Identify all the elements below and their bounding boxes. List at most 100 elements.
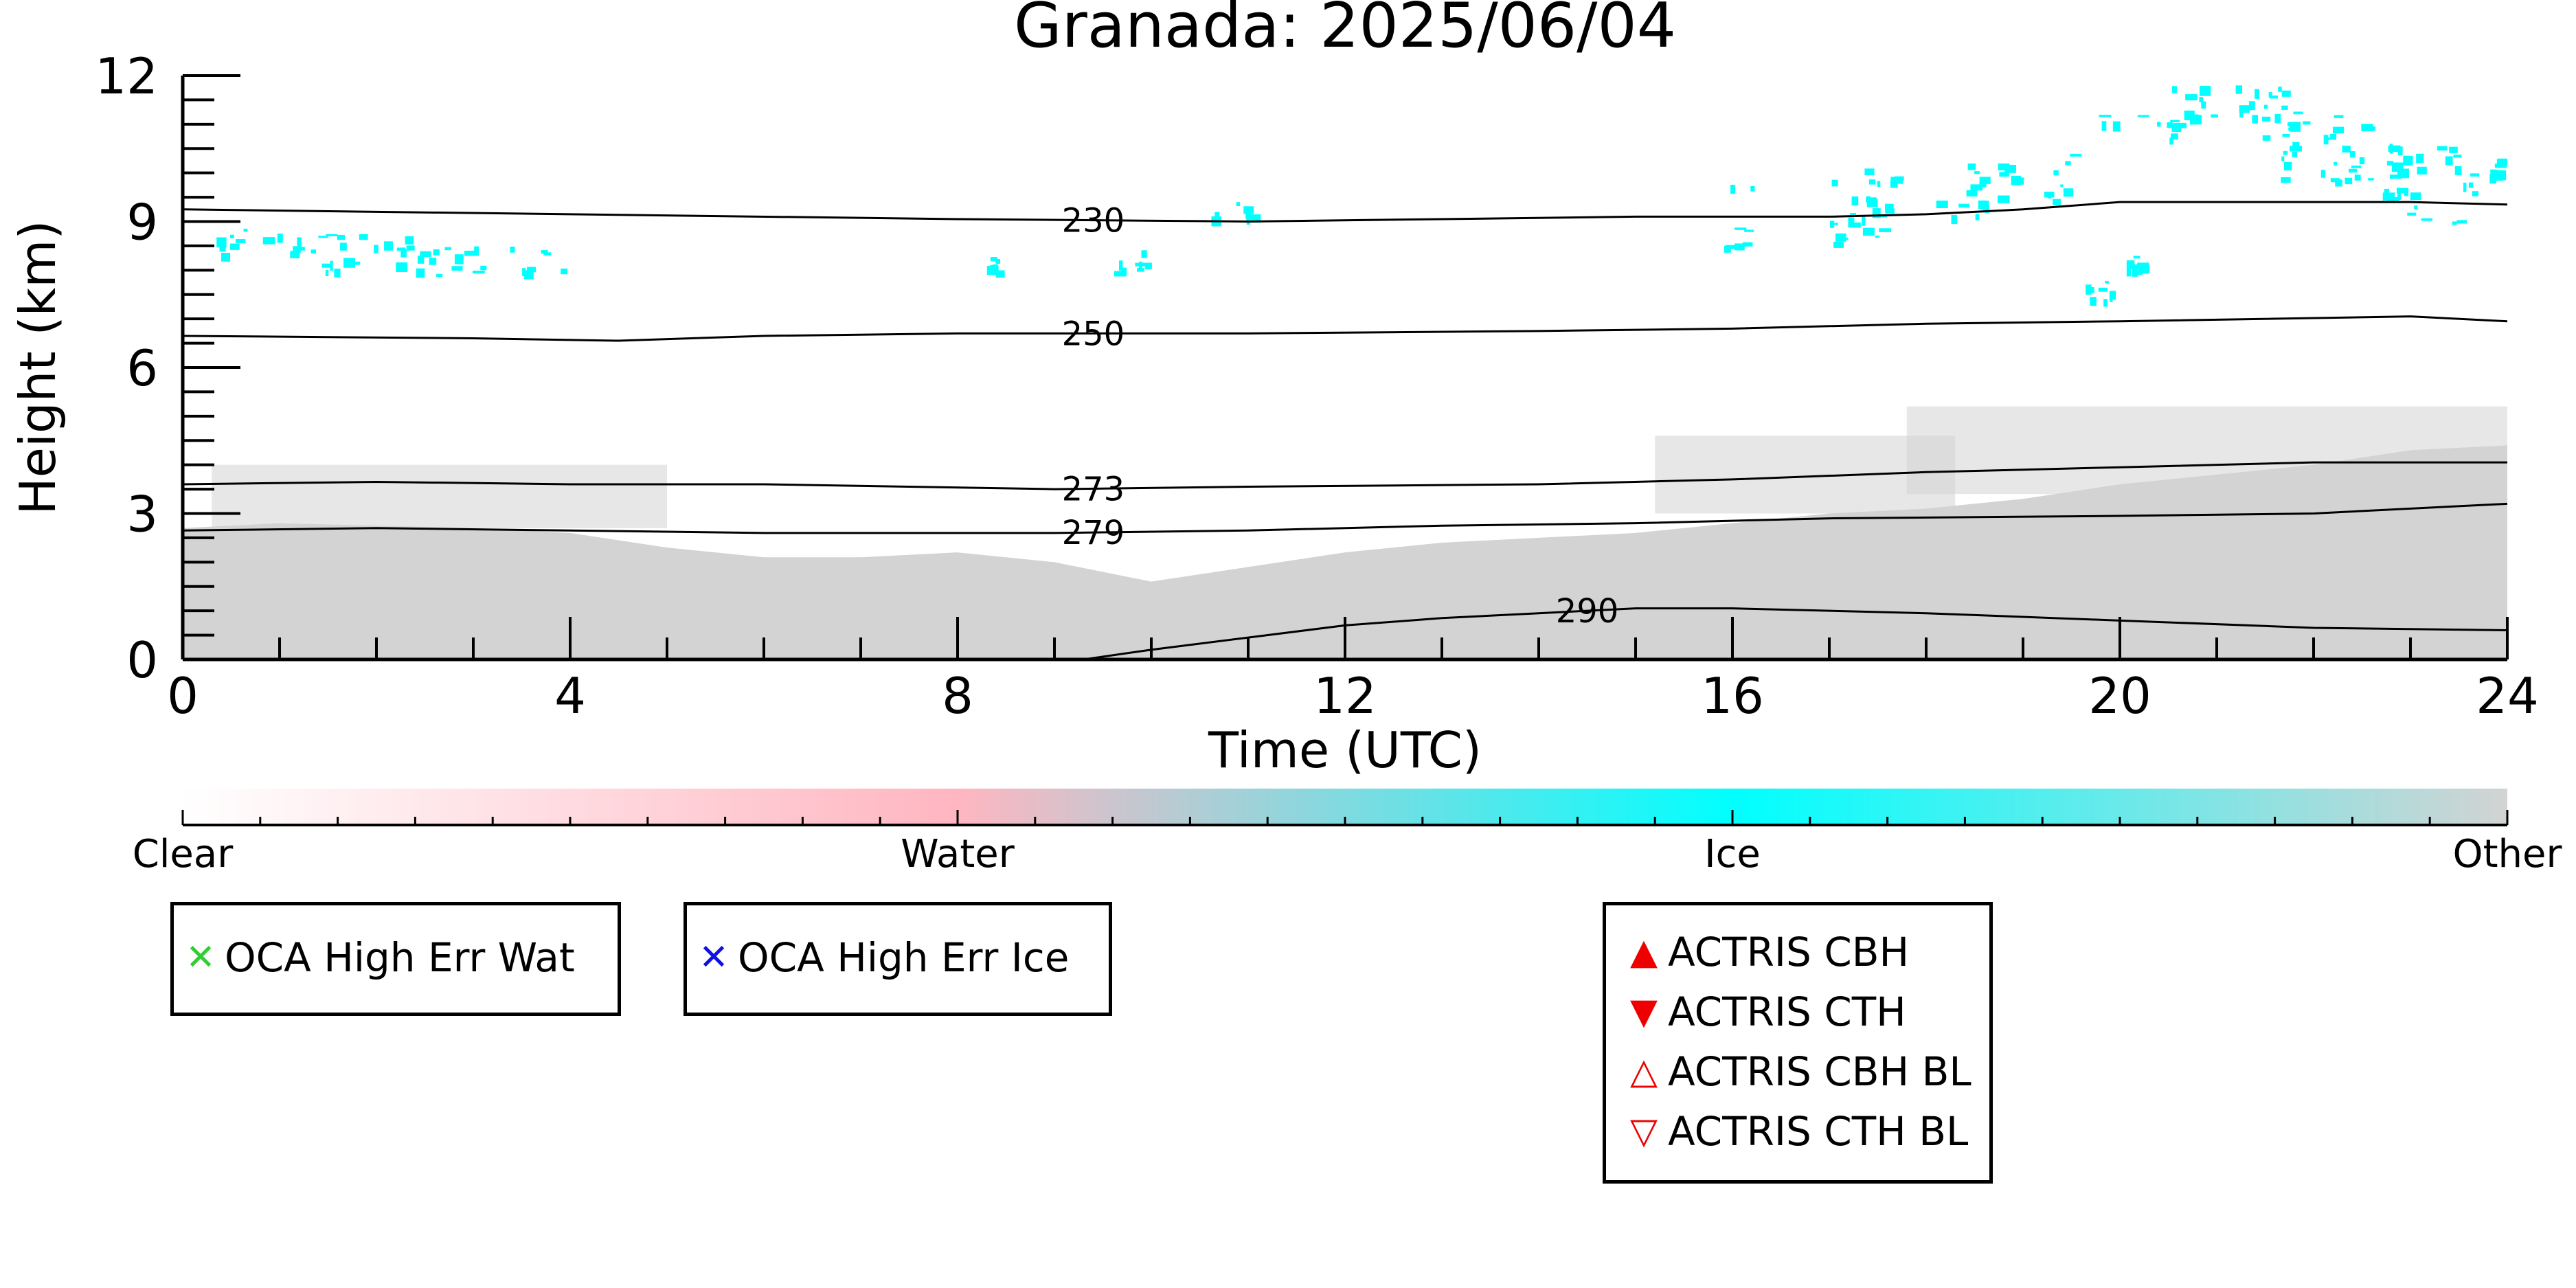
- ice-cloud: [216, 228, 328, 262]
- ice-cloud-pixel: [993, 264, 999, 271]
- ice-cloud-pixel: [2445, 156, 2453, 166]
- ice-cloud-pixel: [2101, 121, 2107, 131]
- ice-cloud-pixel: [1970, 184, 1983, 191]
- ice-cloud-pixel: [1835, 233, 1846, 242]
- ice-cloud-pixel: [219, 246, 226, 252]
- ice-cloud-pixel: [1850, 212, 1857, 216]
- colorbar-label: Water: [901, 832, 1015, 877]
- ice-cloud-pixel: [2290, 146, 2302, 152]
- ice-cloud-pixel: [543, 252, 552, 256]
- ice-cloud-pixel: [1979, 177, 1991, 184]
- ice-cloud-pixel: [2389, 144, 2393, 154]
- y-axis-label: Height (km): [9, 221, 67, 515]
- ice-cloud-pixel: [2351, 166, 2362, 168]
- ice-cloud-pixel: [2397, 191, 2402, 200]
- ice-cloud-pixel: [2098, 287, 2108, 292]
- ice-cloud-pixel: [2452, 221, 2457, 225]
- ice-cloud-pixel: [2334, 161, 2338, 166]
- ice-cloud-pixel: [2126, 267, 2132, 277]
- ice-cloud-pixel: [1245, 210, 1250, 219]
- ice-cloud: [2126, 256, 2150, 277]
- ice-cloud-pixel: [2359, 157, 2365, 165]
- ice-cloud-pixel: [2255, 89, 2259, 99]
- ice-cloud-pixel: [472, 271, 485, 274]
- ice-cloud-pixel: [1895, 176, 1904, 181]
- contour-line-230: [182, 201, 2508, 223]
- ice-cloud-pixel: [2397, 146, 2403, 156]
- ice-cloud-pixel: [2103, 299, 2108, 307]
- ice-cloud-pixel: [1864, 168, 1875, 176]
- ice-cloud-pixel: [1866, 196, 1871, 201]
- legend-oca-water: ✕ OCA High Err Wat: [170, 902, 621, 1016]
- ice-cloud-pixel: [2171, 86, 2177, 93]
- ice-cloud-pixel: [2132, 267, 2138, 277]
- ice-cloud-pixel: [2323, 135, 2329, 145]
- ice-cloud-pixel: [2129, 264, 2141, 268]
- ice-cloud-pixel: [2388, 145, 2401, 152]
- ice-cloud: [2489, 158, 2507, 184]
- ice-cloud-pixel: [2135, 270, 2143, 275]
- ice-cloud-pixel: [1750, 185, 1755, 192]
- ice-cloud-pixel: [2335, 179, 2342, 187]
- ice-cloud-pixel: [300, 247, 305, 251]
- legend-entry: ▲ ACTRIS CBH: [1627, 929, 1909, 975]
- ice-cloud-pixel: [2470, 173, 2480, 177]
- ice-cloud-pixel: [418, 256, 425, 264]
- ice-cloud-pixel: [1872, 208, 1881, 218]
- contour-line-250: [182, 315, 2508, 342]
- ice-cloud-pixel: [2384, 188, 2389, 193]
- ice-cloud-pixel: [2449, 146, 2458, 153]
- ice-cloud-pixel: [2457, 170, 2462, 176]
- y-tick-label: 6: [126, 339, 158, 397]
- ice-cloud-pixel: [2086, 284, 2092, 295]
- ice-cloud-pixel: [1951, 215, 1958, 225]
- ice-cloud-pixel: [2189, 116, 2200, 120]
- y-tick-label: 0: [126, 631, 158, 689]
- chart-title: Granada: 2025/06/04: [1014, 0, 1676, 62]
- ice-cloud: [986, 257, 1005, 278]
- temperature-contours: 230 250 273 279 290: [182, 201, 2508, 661]
- ice-cloud-pixel: [2407, 212, 2417, 216]
- ice-cloud-pixel: [1853, 222, 1861, 228]
- ice-cloud-pixel: [229, 243, 240, 250]
- ice-cloud-pixel: [1890, 180, 1898, 188]
- x-marker-icon: ✕: [699, 937, 729, 978]
- ice-cloud-pixel: [2396, 188, 2406, 194]
- ice-cloud-pixel: [1936, 200, 1948, 209]
- ice-cloud-pixel: [2167, 122, 2173, 128]
- ice-cloud-pixel: [1119, 260, 1123, 271]
- ice-cloud-pixel: [359, 234, 368, 240]
- ice-cloud-pixel: [2263, 104, 2268, 109]
- ice-cloud-pixel: [216, 237, 227, 248]
- ice-cloud-pixel: [2497, 158, 2507, 166]
- ice-cloud-pixel: [1981, 201, 1989, 210]
- ice-cloud-pixel: [541, 250, 548, 254]
- ice-cloud-pixel: [2239, 105, 2250, 113]
- ice-cloud-pixel: [396, 247, 406, 251]
- ice-cloud-pixel: [1966, 190, 1978, 197]
- ice-cloud-pixel: [326, 234, 338, 236]
- ice-cloud-pixel: [2185, 94, 2197, 101]
- ice-cloud-pixel: [2330, 178, 2340, 183]
- y-tick-label: 3: [126, 486, 158, 543]
- ice-cloud-pixel: [2389, 174, 2402, 179]
- ice-cloud-pixel: [1725, 245, 1738, 249]
- colorbar-label: Other: [2452, 832, 2562, 877]
- ice-cloud-pixel: [2090, 297, 2097, 306]
- y-tick-label: 12: [95, 47, 158, 105]
- ice-cloud-pixel: [1979, 182, 1987, 188]
- ice-cloud-pixel: [1868, 179, 1876, 185]
- other-category-area: [183, 445, 2507, 659]
- ice-cloud-pixel: [1834, 223, 1838, 225]
- ice-cloud-pixel: [2099, 115, 2112, 117]
- ice-cloud-pixel: [1998, 163, 2010, 170]
- ice-cloud-pixel: [2268, 92, 2272, 98]
- ice-cloud-pixel: [523, 270, 534, 280]
- ice-cloud-pixel: [2391, 162, 2404, 172]
- ice-cloud-pixel: [2287, 122, 2300, 127]
- ice-cloud-pixel: [2281, 105, 2288, 110]
- ice-cloud-pixel: [2281, 90, 2291, 97]
- ice-cloud-pixel: [2169, 137, 2173, 145]
- ice-cloud-pixel: [2281, 177, 2291, 183]
